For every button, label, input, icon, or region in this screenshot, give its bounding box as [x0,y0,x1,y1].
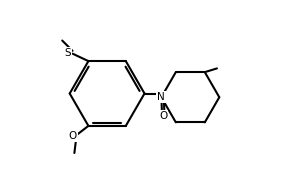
Text: O: O [68,131,77,141]
Text: N: N [158,92,165,102]
Text: S: S [65,48,71,58]
Text: O: O [159,111,167,121]
